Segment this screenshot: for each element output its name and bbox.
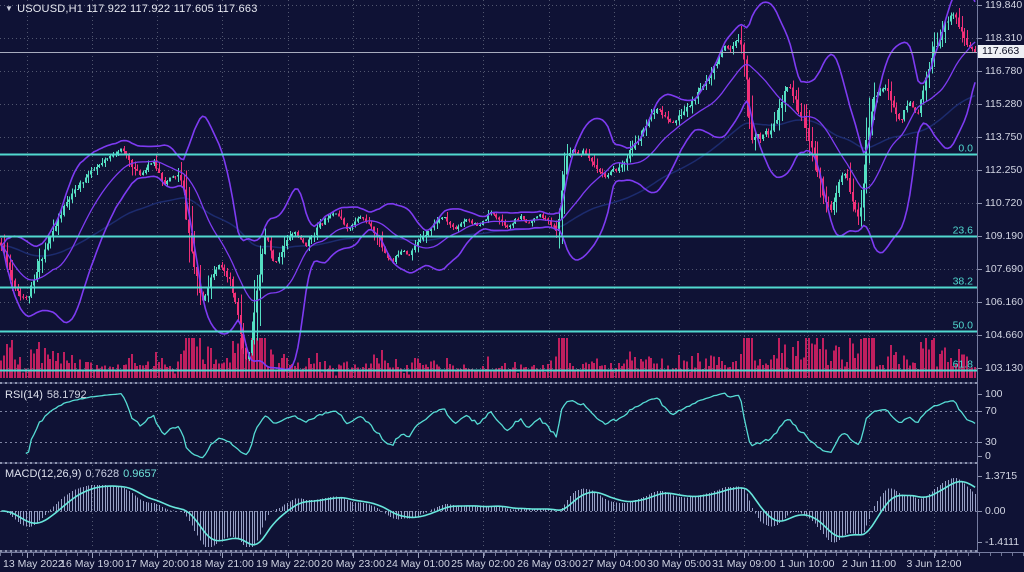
time-axis-tick xyxy=(679,553,680,558)
axis-label: 104.660 xyxy=(978,329,1024,341)
time-axis-label: 20 May 23:00 xyxy=(321,558,385,570)
axis-label: 100 xyxy=(978,388,1024,400)
panel-separator-rsi-macd[interactable] xyxy=(0,460,1024,465)
time-axis-label: 31 May 09:00 xyxy=(712,558,776,570)
fib-level-label: 38.2 xyxy=(953,276,974,288)
axis-label: 106.160 xyxy=(978,296,1024,308)
time-axis-label: 2 Jun 11:00 xyxy=(841,558,897,570)
time-axis-label: 19 May 22:00 xyxy=(256,558,320,570)
time-axis-tick xyxy=(418,553,419,558)
panel-separator-macd-time[interactable] xyxy=(0,549,1024,552)
time-axis-tick xyxy=(807,553,808,558)
time-axis-tick xyxy=(744,553,745,558)
axis-label: 112.250 xyxy=(978,164,1024,176)
time-axis-tick xyxy=(92,553,93,558)
axis-label: 0.00 xyxy=(978,505,1024,517)
time-axis[interactable]: 13 May 2022 16 May 19:00 17 May 20:00 18 Ma… xyxy=(0,552,1024,572)
time-axis-label: 30 May 05:00 xyxy=(647,558,711,570)
macd-signal-value: 0.9657 xyxy=(123,468,157,480)
fib-level-label: 61.8 xyxy=(953,359,974,371)
price-axis[interactable]: 117.663 119.840 118.310 116.780 115.280 113.… xyxy=(977,0,1024,552)
time-axis-tick xyxy=(27,553,28,558)
time-axis-tick xyxy=(222,553,223,558)
macd-indicator-label: MACD(12,26,9) 0.7628 0.9657 xyxy=(5,468,157,480)
main-price-chart[interactable]: 0.0 23.6 38.2 50.0 61.8 xyxy=(0,0,977,380)
time-axis-tick xyxy=(157,553,158,558)
time-axis-tick xyxy=(353,553,354,558)
axis-label: 119.840 xyxy=(978,0,1024,11)
time-axis-label: 16 May 19:00 xyxy=(60,558,124,570)
time-axis-tick xyxy=(614,553,615,558)
axis-label: 113.750 xyxy=(978,131,1024,143)
time-axis-label: 1 Jun 10:00 xyxy=(779,558,835,570)
time-axis-label: 25 May 02:00 xyxy=(451,558,515,570)
axis-label: 70 xyxy=(978,405,1024,417)
macd-name: MACD(12,26,9) xyxy=(5,468,82,480)
axis-label: 110.720 xyxy=(978,197,1024,209)
fib-level-label: 0.0 xyxy=(958,143,973,155)
rsi-indicator-label: RSI(14) 58.1792 xyxy=(5,389,87,401)
time-axis-label: 13 May 2022 xyxy=(3,558,64,570)
chart-symbol-header: ▼ USOUSD,H1 117.922 117.922 117.605 117.6… xyxy=(5,3,258,15)
axis-label: -1.4111 xyxy=(978,536,1024,548)
symbol-dropdown-icon[interactable]: ▼ xyxy=(5,4,14,13)
fib-level-label: 23.6 xyxy=(953,225,974,237)
axis-label: 30 xyxy=(978,436,1024,448)
axis-label: 103.130 xyxy=(978,362,1024,374)
time-axis-tick xyxy=(483,553,484,558)
rsi-value: 58.1792 xyxy=(46,389,87,401)
axis-label: 109.190 xyxy=(978,230,1024,242)
time-axis-label: 26 May 03:00 xyxy=(517,558,581,570)
time-axis-label: 24 May 01:00 xyxy=(386,558,450,570)
macd-main-value: 0.7628 xyxy=(85,468,120,480)
panel-separator-main-rsi[interactable] xyxy=(0,380,1024,386)
symbol-ohlc-text: USOUSD,H1 117.922 117.922 117.605 117.66… xyxy=(17,3,258,15)
fib-level-label: 50.0 xyxy=(953,320,974,332)
axis-label: 1.3715 xyxy=(978,470,1024,482)
axis-label: 118.310 xyxy=(978,32,1024,44)
time-axis-label: 18 May 21:00 xyxy=(190,558,254,570)
axis-label: 116.780 xyxy=(978,65,1024,77)
time-axis-tick xyxy=(869,553,870,558)
time-axis-tick xyxy=(288,553,289,558)
macd-indicator-panel[interactable] xyxy=(0,465,977,549)
time-axis-tick xyxy=(934,553,935,558)
axis-label: 107.690 xyxy=(978,263,1024,275)
rsi-indicator-panel[interactable] xyxy=(0,386,977,460)
rsi-name: RSI(14) xyxy=(5,389,43,401)
time-axis-tick xyxy=(549,553,550,558)
axis-label: 115.280 xyxy=(978,98,1024,110)
axis-label: 0 xyxy=(978,450,1024,462)
time-axis-label: 3 Jun 12:00 xyxy=(906,558,962,570)
time-axis-label: 17 May 20:00 xyxy=(125,558,189,570)
time-axis-label: 27 May 04:00 xyxy=(582,558,646,570)
current-price-tag: 117.663 xyxy=(978,45,1024,59)
